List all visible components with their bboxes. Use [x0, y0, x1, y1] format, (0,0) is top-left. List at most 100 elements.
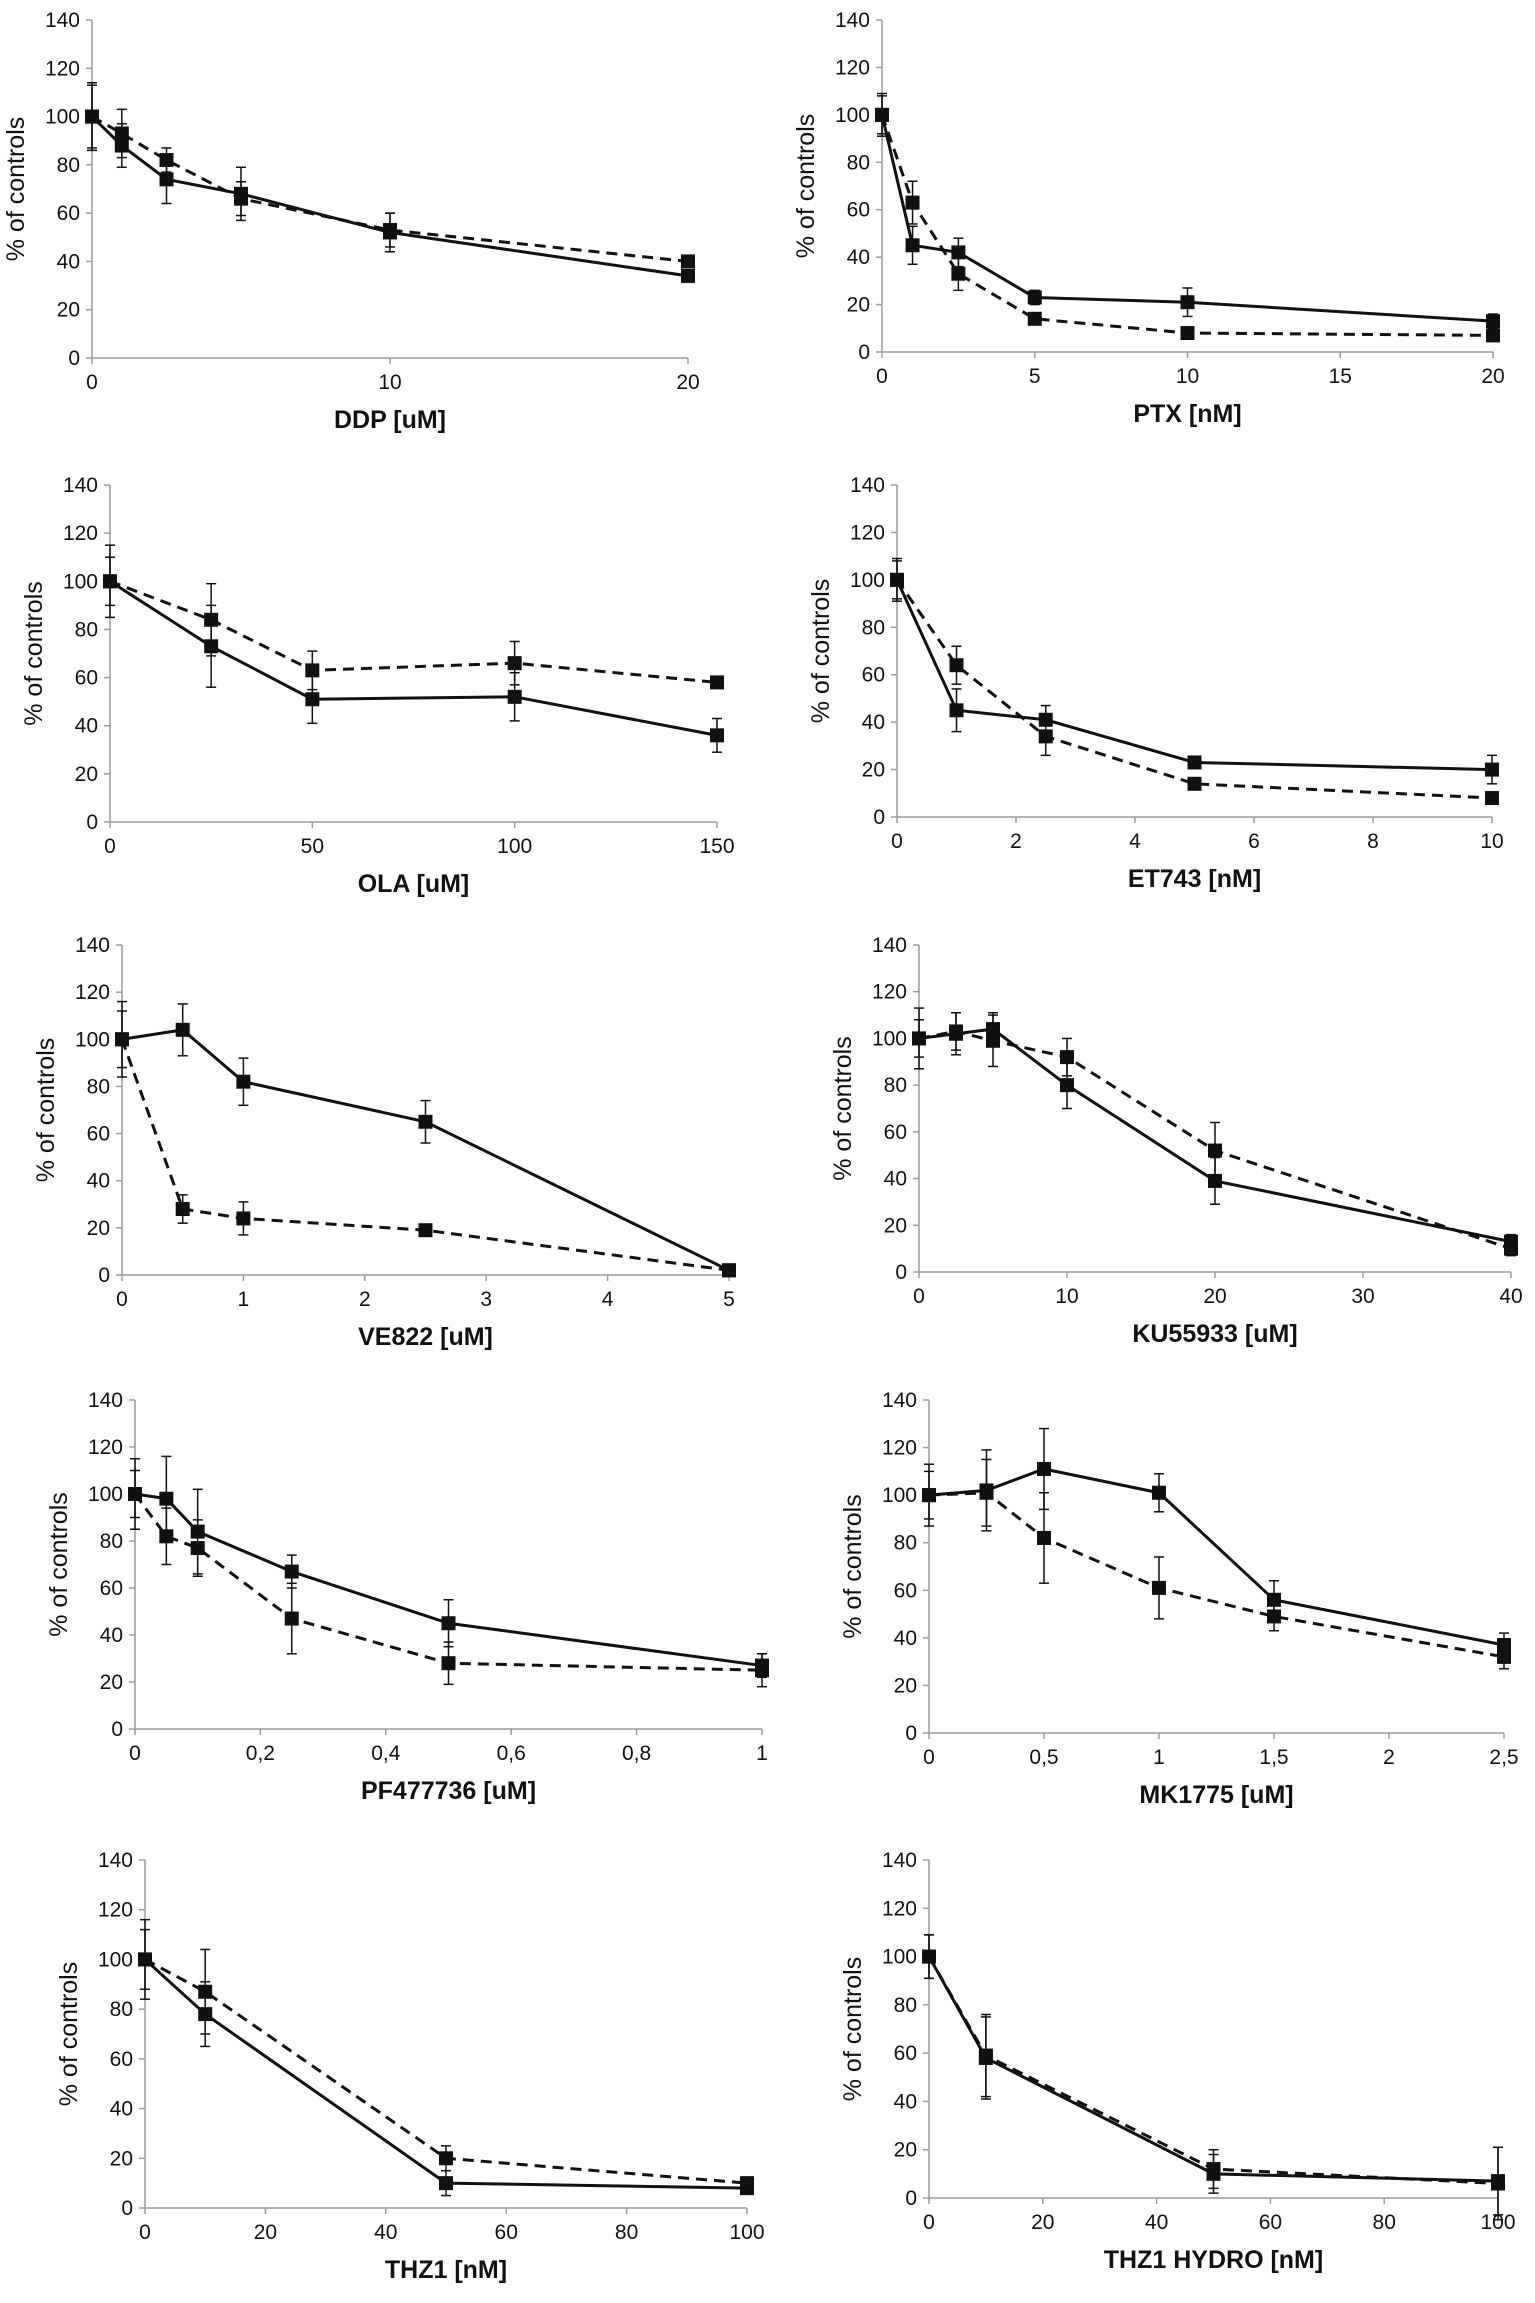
chart-panel-ola: 0 20 40 60 80 100 120 140 0 50 100 150 OLA [uM] % of …: [0, 465, 767, 925]
data-point: [234, 186, 248, 201]
data-point: [710, 728, 724, 743]
y-tick-label: 140: [872, 934, 907, 957]
data-point: [441, 1616, 456, 1631]
chart-thz1: 0 20 40 60 80 100 120 140 0 20 40 60 80 100 THZ1 [nM]%…: [55, 1849, 765, 2284]
y-tick-label: 140: [98, 1849, 133, 1872]
x-axis-title: ET743 [nM]: [1128, 865, 1261, 893]
data-point: [1180, 326, 1195, 341]
data-point: [912, 1031, 926, 1046]
chart-ddp: 0 20 40 60 80 100 120 140 0 10 20 DDP [uM] % of cont…: [2, 9, 700, 434]
y-tick-label: 100: [882, 1484, 917, 1507]
data-point: [1180, 295, 1195, 310]
x-tick-label: 40: [374, 2221, 397, 2244]
chart-et743: 0 20 40 60 80 100 120 140 0 2 4 6 8 10 ET743 [nM] % of …: [807, 474, 1504, 893]
data-point: [949, 1026, 963, 1041]
x-tick-label: 0: [104, 835, 116, 858]
y-tick-label: 140: [75, 934, 110, 957]
x-tick-label: 20: [676, 371, 699, 394]
x-tick-label: 10: [378, 371, 401, 394]
y-tick-label: 120: [88, 1436, 123, 1459]
data-point: [175, 1022, 190, 1037]
x-axis-title: THZ1 HYDRO [nM]: [1104, 2246, 1323, 2274]
y-tick-label: 140: [835, 9, 870, 32]
y-tick-label: 100: [75, 1028, 110, 1051]
y-tick-label: 140: [45, 9, 80, 32]
y-tick-label: 80: [110, 1998, 133, 2021]
data-point: [236, 1211, 251, 1226]
x-tick-label: 2: [1383, 1746, 1395, 1769]
series-dashed: [103, 556, 724, 691]
x-tick-label: 20: [1031, 2211, 1054, 2234]
data-point: [1060, 1078, 1074, 1093]
x-tick-label: 40: [1145, 2211, 1168, 2234]
x-axis-title: DDP [uM]: [334, 406, 446, 434]
x-tick-label: 0,6: [497, 1742, 526, 1765]
data-point: [922, 1949, 936, 1964]
y-tick-label: 100: [850, 569, 885, 592]
data-point: [418, 1114, 433, 1129]
data-point: [1491, 2174, 1505, 2189]
y-tick-label: 140: [63, 474, 98, 497]
series-line-dashed: [109, 579, 718, 684]
series-dashed: [922, 1458, 1511, 1670]
data-point: [1187, 755, 1202, 770]
x-axis-title: OLA [uM]: [358, 870, 470, 898]
chart-mk1775: 0 20 40 60 80 100 120 140 0 0,5 1 1,5 2 2,5 MK1775 [uM…: [839, 1389, 1519, 1809]
series-solid: [115, 1000, 736, 1278]
series-line-dashed: [880, 114, 1494, 337]
y-tick-label: 120: [850, 521, 885, 544]
x-tick-label: 2: [1010, 830, 1022, 853]
y-tick-label: 60: [894, 2042, 917, 2065]
data-point: [922, 1488, 936, 1503]
y-tick-label: 60: [100, 1577, 123, 1600]
x-tick-label: 5: [723, 1288, 735, 1311]
chart-ku55933: 0 20 40 60 80 100 120 140 0 10 20 30 40 KU55933 [uM]%…: [829, 934, 1523, 1348]
data-point: [1038, 729, 1053, 744]
data-point: [1152, 1485, 1166, 1500]
x-tick-label: 1: [756, 1742, 768, 1765]
series-solid: [890, 557, 1499, 785]
x-tick-label: 40: [1499, 1285, 1522, 1308]
x-tick-label: 0: [116, 1288, 128, 1311]
chart-pf477736: 0 20 40 60 80 100 120 140 0 0,2 0,4 0,6 0,8 1 PF477736…: [45, 1389, 769, 1805]
chart-panel-thz1-hydro: 0 20 40 60 80 100 120 140 0 20 40 60 80 100 THZ1 HYDRO…: [767, 1840, 1534, 2300]
x-tick-label: 15: [1329, 365, 1352, 388]
x-tick-label: 0: [891, 830, 903, 853]
data-point: [128, 1487, 142, 1501]
y-tick-label: 80: [894, 1532, 917, 1555]
y-tick-label: 20: [894, 2139, 917, 2162]
y-tick-label: 140: [88, 1389, 123, 1412]
x-tick-label: 0: [139, 2221, 151, 2244]
series-line-solid: [927, 1955, 1499, 2183]
x-tick-label: 50: [301, 835, 324, 858]
x-tick-label: 100: [497, 835, 532, 858]
y-tick-label: 40: [57, 250, 80, 273]
y-tick-label: 20: [894, 1674, 917, 1697]
chart-ve822: 0 20 40 60 80 100 120 140 0 1 2 3 4 5 VE822 [uM] % of c…: [32, 934, 736, 1351]
data-point: [103, 574, 117, 589]
x-axis-title: KU55933 [uM]: [1132, 1320, 1297, 1348]
y-tick-label: 0: [873, 806, 885, 829]
series-line-solid: [109, 580, 718, 737]
data-point: [175, 1202, 190, 1216]
data-point: [305, 692, 320, 707]
y-tick-label: 80: [884, 1074, 907, 1097]
data-point: [198, 2007, 213, 2022]
x-tick-label: 0: [129, 1742, 141, 1765]
x-tick-label: 2: [359, 1288, 371, 1311]
series-line-dashed: [144, 1958, 748, 2185]
x-tick-label: 100: [729, 2221, 764, 2244]
data-point: [949, 703, 964, 718]
x-tick-label: 80: [615, 2221, 638, 2244]
y-axis-title: % of controls: [792, 114, 820, 259]
y-tick-label: 60: [75, 667, 98, 690]
x-tick-label: 30: [1351, 1285, 1374, 1308]
y-tick-label: 60: [847, 199, 870, 222]
data-point: [1060, 1050, 1074, 1065]
y-tick-label: 0: [68, 347, 80, 370]
chart-panel-ddp: 0 20 40 60 80 100 120 140 0 10 20 DDP [uM] % of cont…: [0, 0, 767, 460]
data-point: [115, 1032, 129, 1047]
chart-ptx: 0 20 40 60 80 100 120 140 0 5 10 15 20 PTX [nM] % of c…: [792, 9, 1505, 428]
y-tick-label: 100: [882, 1946, 917, 1969]
